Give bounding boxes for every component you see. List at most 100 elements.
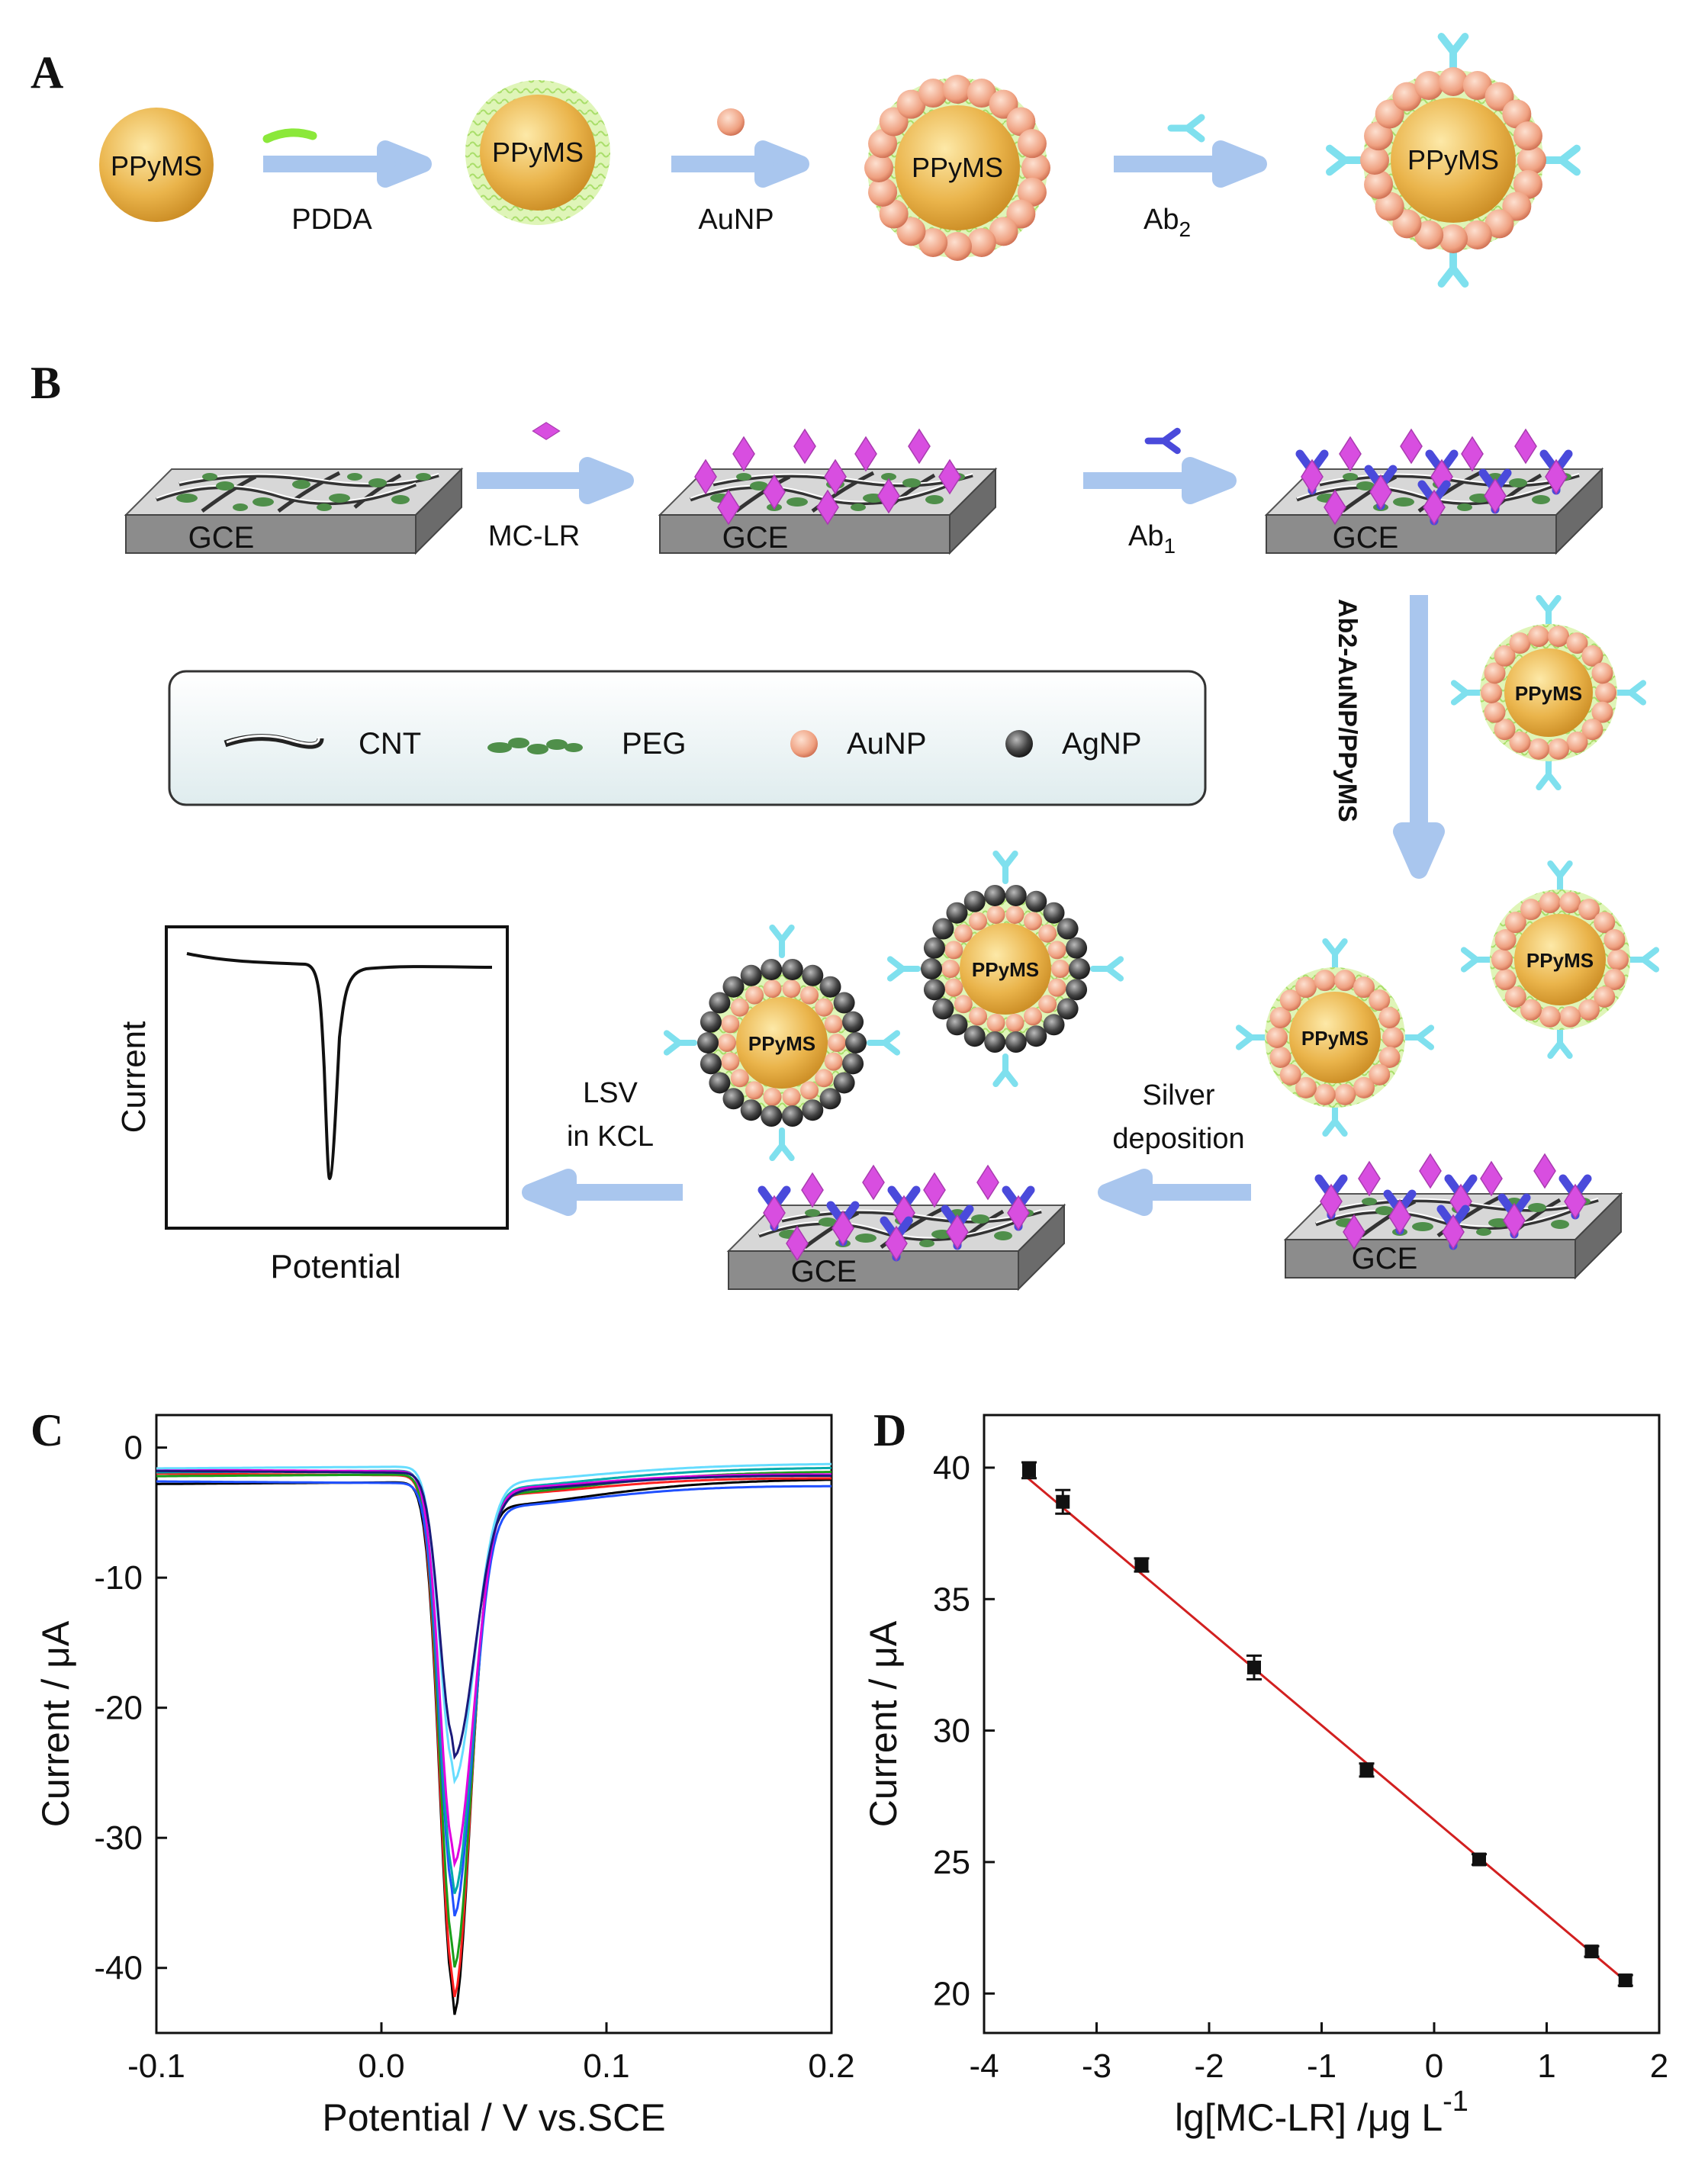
agnp-particle [1069, 958, 1090, 979]
aunp-particle [1364, 121, 1394, 151]
x-tick-label: 0 [1425, 2047, 1443, 2085]
agnp-particle [1025, 1025, 1047, 1047]
aunp-particle [879, 199, 909, 229]
aunp-particle [1539, 1005, 1561, 1028]
agnp-particle [1043, 902, 1065, 924]
gce-label: GCE [791, 1255, 857, 1288]
step-mclr-label: MC-LR [488, 520, 580, 552]
data-point [1056, 1494, 1070, 1509]
mclr-icon [1339, 436, 1362, 471]
y-tick-label: -10 [94, 1559, 143, 1597]
antibody-icon [1093, 959, 1121, 978]
agnp-particle [700, 1053, 722, 1075]
mini-plot-xlabel: Potential [270, 1248, 400, 1285]
agnp-particle [833, 1072, 855, 1094]
aunp-particle [967, 79, 996, 108]
agnp-particle [1057, 918, 1079, 940]
aunp-particle [1038, 995, 1057, 1014]
step-pdda-label: PDDA [291, 204, 372, 236]
gce-label: GCE [1352, 1242, 1418, 1275]
y-tick-label: 20 [933, 1975, 970, 2012]
aunp-particle [1279, 989, 1301, 1012]
aunp-particle [824, 1052, 843, 1071]
mclr-icon [793, 429, 816, 464]
legend-cnt: CNT [359, 727, 421, 761]
aunp-particle [944, 978, 963, 997]
agnp-particle [963, 890, 986, 912]
antibody-icon [1325, 1106, 1344, 1134]
aunp-particle [1369, 1063, 1391, 1086]
agnp-particle [1066, 979, 1088, 1001]
aunp-particle [1414, 71, 1444, 101]
aunp-particle [1595, 682, 1616, 703]
aunp-particle [718, 1034, 736, 1052]
agnp-particle [722, 1088, 745, 1110]
aunp-particle [1509, 731, 1531, 753]
silver-conjugate-right: PPyMS [890, 854, 1121, 1084]
x-tick-label: -3 [1082, 2047, 1111, 2085]
antibody-icon [890, 959, 918, 978]
antibody-icon [1442, 37, 1465, 70]
aunp-particle [1484, 701, 1506, 723]
silver-conjugate-left: PPyMS [667, 928, 897, 1158]
aunp-particle [1392, 82, 1422, 111]
antibody-icon [772, 928, 791, 955]
aunp-particle [1517, 146, 1546, 175]
aunp-particle [1527, 626, 1549, 648]
ppyms-pdda: PPyMS [465, 80, 610, 225]
y-axis-label: Current / μA [862, 1620, 905, 1827]
agnp-particle [842, 1011, 864, 1033]
aunp-particle [815, 1069, 834, 1088]
aunp-particle [1439, 67, 1468, 96]
mclr-icon [732, 436, 755, 471]
conjugate-left: PPyMS [1239, 941, 1431, 1134]
data-point [1247, 1660, 1261, 1674]
pdda-icon [262, 128, 317, 143]
aunp-particle [1581, 645, 1603, 667]
mclr-icon [1480, 1161, 1503, 1196]
mclr-icon [1358, 1161, 1381, 1196]
aunp-particle [721, 1015, 740, 1034]
aunp-particle [1559, 892, 1581, 914]
aunp-particle [868, 129, 898, 159]
x-tick-label: 0.2 [808, 2047, 854, 2085]
aunp-particle [1481, 682, 1502, 703]
aunp-particle [1513, 121, 1542, 151]
panel-b-label: B [31, 358, 61, 408]
arrow-lsv: LSV in KCL [522, 1077, 683, 1216]
step-aunp-label: AuNP [698, 204, 774, 236]
aunp-particle [1502, 99, 1532, 129]
x-tick-label: -2 [1194, 2047, 1224, 2085]
step-lsv-line1: LSV [583, 1077, 638, 1109]
data-point [1618, 1973, 1632, 1988]
y-tick-label: 0 [124, 1430, 143, 1467]
aunp-particle [745, 986, 764, 1005]
aunp-particle [1591, 662, 1613, 684]
aunp-particle [1378, 1046, 1401, 1068]
aunp-particle [824, 1015, 843, 1034]
agnp-particle [697, 1032, 719, 1053]
agnp-particle [932, 998, 954, 1020]
agnp-particle [709, 1072, 731, 1094]
aunp-particle [1017, 177, 1047, 207]
mclr-icon [532, 422, 561, 440]
agnp-particle [984, 1031, 1006, 1053]
aunp-particle [1559, 1005, 1581, 1028]
mclr-icon [923, 1172, 946, 1208]
lsv-curve-2 [156, 1472, 831, 1998]
arrow-mclr: MC-LR [477, 422, 634, 552]
lsv-curve-1 [156, 1478, 832, 2015]
legend: CNT PEG AuNP AgNP [168, 670, 1207, 806]
aunp-particle [1353, 976, 1375, 999]
ppyms-label: PPyMS [1301, 1027, 1369, 1050]
ppyms-label: PPyMS [111, 150, 202, 182]
arrow-pdda: PDDA [262, 128, 432, 236]
aunp-particle [1566, 731, 1588, 753]
agnp-particle [845, 1032, 867, 1053]
agnp-particle [923, 979, 945, 1001]
chart-d: -4 -3 -2 -1 0 1 2 20 25 30 35 40 lg[MC-LR] /μg L-1 Cu… [862, 1414, 1668, 2139]
mclr-icon [976, 1165, 999, 1200]
ab2-aunp-ppyms-small: PPyMS [1454, 598, 1643, 787]
aunp-particle [1494, 929, 1517, 951]
